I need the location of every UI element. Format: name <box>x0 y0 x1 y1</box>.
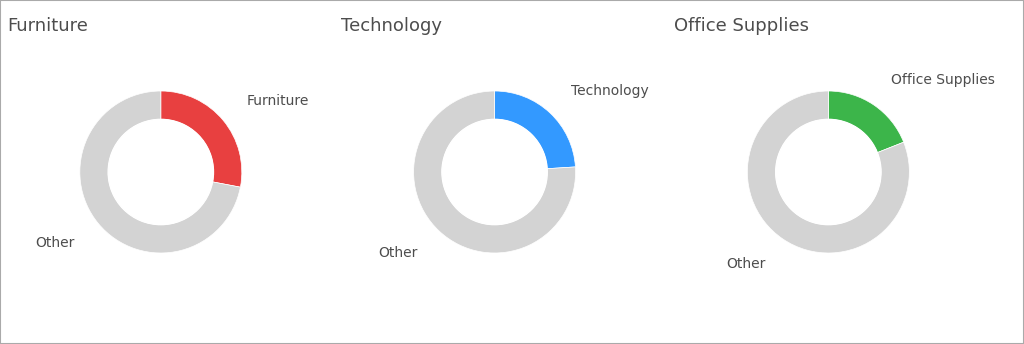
Wedge shape <box>161 91 242 187</box>
Wedge shape <box>80 91 241 253</box>
Text: Technology: Technology <box>571 84 649 98</box>
Text: Other: Other <box>379 246 418 260</box>
Wedge shape <box>495 91 575 169</box>
Text: Office Supplies: Office Supplies <box>891 73 995 87</box>
Text: Furniture: Furniture <box>7 17 88 35</box>
Circle shape <box>442 119 547 225</box>
Text: Office Supplies: Office Supplies <box>675 17 810 35</box>
Wedge shape <box>748 91 909 253</box>
Text: Other: Other <box>726 257 766 271</box>
Circle shape <box>776 119 881 225</box>
Text: Other: Other <box>36 236 75 250</box>
Wedge shape <box>828 91 903 153</box>
Text: Technology: Technology <box>341 17 441 35</box>
Wedge shape <box>414 91 575 253</box>
Circle shape <box>109 119 213 225</box>
Text: Furniture: Furniture <box>247 94 309 108</box>
